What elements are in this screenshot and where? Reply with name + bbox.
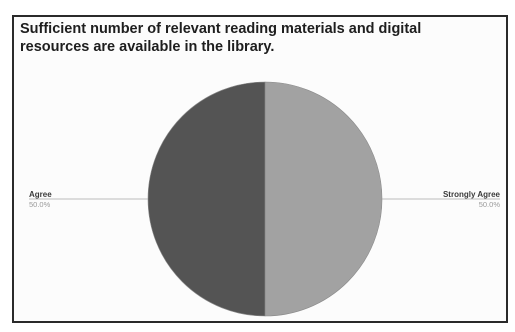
pie-slice-strongly-agree (264, 81, 383, 317)
slice-percent-strongly-agree: 50.0% (479, 200, 501, 209)
pie-slices (147, 81, 383, 317)
slice-label-agree: Agree (29, 190, 52, 199)
pie-slice-agree (147, 81, 266, 317)
slice-label-strongly-agree: Strongly Agree (443, 190, 501, 199)
slice-percent-agree: 50.0% (29, 200, 51, 209)
chart-title: Sufficient number of relevant reading ma… (20, 21, 422, 55)
